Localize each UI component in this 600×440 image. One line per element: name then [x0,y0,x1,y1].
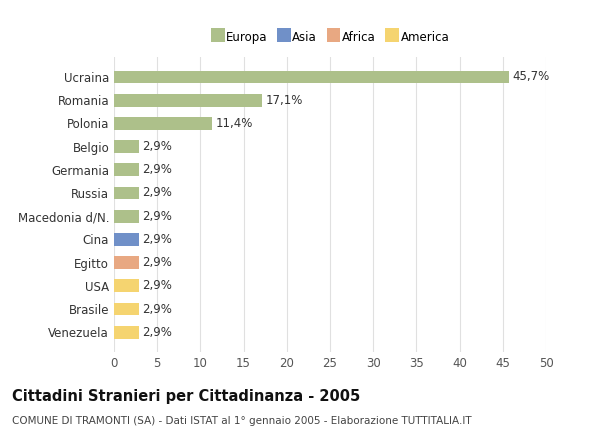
Text: 2,9%: 2,9% [143,163,172,176]
Text: 45,7%: 45,7% [512,70,550,84]
Text: 2,9%: 2,9% [143,256,172,269]
Bar [114,94,262,106]
Text: 17,1%: 17,1% [265,94,302,106]
Bar [114,210,139,223]
Bar [114,187,139,199]
Legend: Europa, Asia, Africa, America: Europa, Asia, Africa, America [207,28,453,48]
Bar [114,163,139,176]
Text: 2,9%: 2,9% [143,326,172,339]
Bar [114,326,139,339]
Text: 2,9%: 2,9% [143,187,172,199]
Text: 2,9%: 2,9% [143,233,172,246]
Text: 2,9%: 2,9% [143,303,172,315]
Bar [114,233,139,246]
Bar [114,140,139,153]
Text: 11,4%: 11,4% [216,117,253,130]
Text: Cittadini Stranieri per Cittadinanza - 2005: Cittadini Stranieri per Cittadinanza - 2… [12,389,360,404]
Text: 2,9%: 2,9% [143,210,172,223]
Text: 2,9%: 2,9% [143,279,172,292]
Text: 2,9%: 2,9% [143,140,172,153]
Bar [114,117,212,130]
Bar [114,256,139,269]
Bar [114,303,139,315]
Bar [114,279,139,292]
Text: COMUNE DI TRAMONTI (SA) - Dati ISTAT al 1° gennaio 2005 - Elaborazione TUTTITALI: COMUNE DI TRAMONTI (SA) - Dati ISTAT al … [12,416,472,426]
Bar [114,70,509,83]
